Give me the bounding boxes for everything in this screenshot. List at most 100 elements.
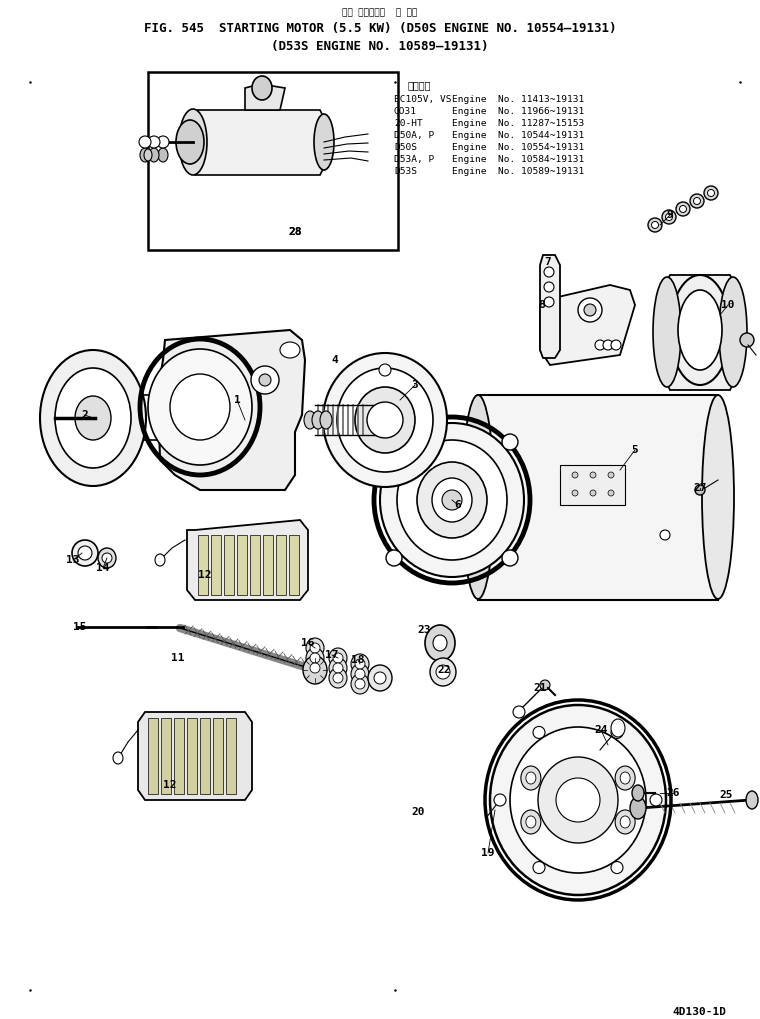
Text: 23: 23: [417, 625, 431, 635]
Text: 18: 18: [351, 655, 365, 665]
Ellipse shape: [144, 149, 152, 161]
Ellipse shape: [303, 656, 327, 684]
Text: 28: 28: [288, 227, 302, 237]
Polygon shape: [245, 84, 285, 110]
Polygon shape: [213, 718, 223, 794]
Polygon shape: [224, 535, 234, 595]
Ellipse shape: [374, 672, 386, 684]
Text: 10: 10: [721, 300, 735, 310]
Ellipse shape: [312, 411, 324, 429]
Text: 24: 24: [594, 725, 608, 735]
Ellipse shape: [323, 353, 447, 487]
Ellipse shape: [351, 674, 369, 694]
Ellipse shape: [632, 785, 644, 801]
Ellipse shape: [333, 663, 343, 673]
Ellipse shape: [140, 148, 150, 162]
Ellipse shape: [417, 462, 487, 538]
Ellipse shape: [590, 472, 596, 478]
Text: 20: 20: [411, 807, 425, 817]
Ellipse shape: [40, 350, 146, 486]
Ellipse shape: [719, 277, 747, 387]
Ellipse shape: [746, 791, 758, 809]
Ellipse shape: [368, 665, 392, 691]
Ellipse shape: [432, 478, 472, 522]
Ellipse shape: [333, 653, 343, 663]
Ellipse shape: [556, 777, 600, 822]
Ellipse shape: [433, 635, 447, 651]
Ellipse shape: [572, 472, 578, 478]
Text: 4: 4: [331, 355, 338, 365]
Text: D53S: D53S: [394, 167, 417, 176]
Text: Engine  No. 11287~15153: Engine No. 11287~15153: [452, 119, 584, 128]
Text: 22: 22: [437, 665, 451, 675]
Ellipse shape: [430, 658, 456, 686]
Ellipse shape: [397, 440, 507, 560]
Ellipse shape: [521, 810, 541, 834]
Ellipse shape: [611, 340, 621, 350]
Ellipse shape: [304, 411, 316, 429]
Text: 26: 26: [667, 788, 679, 798]
Ellipse shape: [306, 638, 324, 658]
Text: (D53S ENGINE NO. 10589—19131): (D53S ENGINE NO. 10589—19131): [271, 40, 489, 53]
Ellipse shape: [355, 659, 365, 669]
Ellipse shape: [513, 706, 525, 718]
Ellipse shape: [462, 395, 494, 599]
Ellipse shape: [620, 772, 630, 784]
Ellipse shape: [179, 109, 207, 175]
Ellipse shape: [259, 374, 271, 386]
Ellipse shape: [526, 816, 536, 828]
Text: Engine  No. 10584~19131: Engine No. 10584~19131: [452, 155, 584, 164]
Polygon shape: [187, 520, 308, 600]
Ellipse shape: [380, 423, 524, 577]
Ellipse shape: [379, 364, 391, 376]
Text: Engine  No. 10544~19131: Engine No. 10544~19131: [452, 131, 584, 140]
Polygon shape: [226, 718, 236, 794]
Ellipse shape: [590, 490, 596, 496]
Ellipse shape: [333, 673, 343, 683]
Ellipse shape: [310, 663, 320, 673]
Text: 13: 13: [66, 555, 80, 565]
Ellipse shape: [436, 665, 450, 679]
Polygon shape: [237, 535, 247, 595]
Ellipse shape: [149, 148, 159, 162]
Polygon shape: [250, 535, 260, 595]
Ellipse shape: [314, 114, 334, 170]
Ellipse shape: [425, 625, 455, 661]
Ellipse shape: [355, 679, 365, 689]
Text: 5: 5: [632, 445, 638, 455]
Text: D53A, P: D53A, P: [394, 155, 434, 164]
Ellipse shape: [337, 368, 433, 472]
Text: 11: 11: [171, 653, 185, 663]
Ellipse shape: [148, 136, 160, 148]
Ellipse shape: [386, 434, 402, 450]
Text: 4D130-1D: 4D130-1D: [672, 1007, 726, 1017]
Polygon shape: [276, 535, 286, 595]
Ellipse shape: [306, 658, 324, 678]
Ellipse shape: [176, 120, 204, 164]
Text: 20-HT: 20-HT: [394, 119, 423, 128]
Text: 14: 14: [97, 564, 109, 573]
Ellipse shape: [611, 727, 623, 739]
Text: 9: 9: [667, 210, 673, 220]
Polygon shape: [158, 330, 305, 490]
Ellipse shape: [157, 136, 169, 148]
Ellipse shape: [740, 333, 754, 347]
Text: 6: 6: [454, 500, 461, 510]
Text: Engine  No. 10589~19131: Engine No. 10589~19131: [452, 167, 584, 176]
Ellipse shape: [676, 202, 690, 216]
Polygon shape: [200, 718, 210, 794]
Ellipse shape: [526, 772, 536, 784]
Ellipse shape: [666, 214, 673, 220]
Ellipse shape: [693, 198, 701, 205]
Polygon shape: [138, 712, 252, 800]
Text: 12: 12: [198, 570, 212, 580]
Polygon shape: [289, 535, 299, 595]
Ellipse shape: [494, 794, 506, 806]
Ellipse shape: [544, 297, 554, 307]
Ellipse shape: [306, 648, 324, 668]
Ellipse shape: [572, 490, 578, 496]
Ellipse shape: [679, 206, 686, 213]
Ellipse shape: [544, 282, 554, 292]
Ellipse shape: [102, 553, 112, 564]
Ellipse shape: [490, 705, 666, 895]
